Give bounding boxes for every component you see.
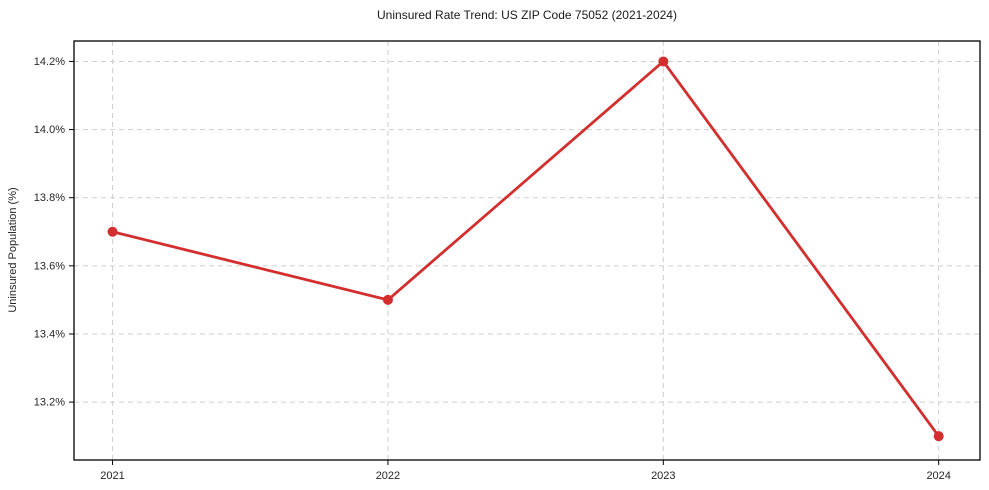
trend-line [111,60,941,438]
x-tick-label: 2021 [100,470,124,482]
y-tick-label: 13.8% [34,192,65,204]
chart-title: Uninsured Rate Trend: US ZIP Code 75052 … [377,8,677,22]
data-point-marker [658,56,669,67]
data-point-marker [107,226,118,237]
y-tick-label: 13.4% [34,328,65,340]
y-tick-label: 14.2% [34,56,65,68]
data-point-marker [382,294,393,305]
plot-border [73,40,981,461]
x-tick-label: 2022 [376,470,400,482]
y-tick-label: 13.2% [34,397,65,409]
x-tick-label: 2024 [926,470,950,482]
y-tick-label: 13.6% [34,260,65,272]
y-tick-label: 14.0% [34,124,65,136]
x-tick-label: 2023 [651,470,675,482]
y-axis-label: Uninsured Population (%) [7,187,19,313]
data-point-marker [933,431,944,442]
